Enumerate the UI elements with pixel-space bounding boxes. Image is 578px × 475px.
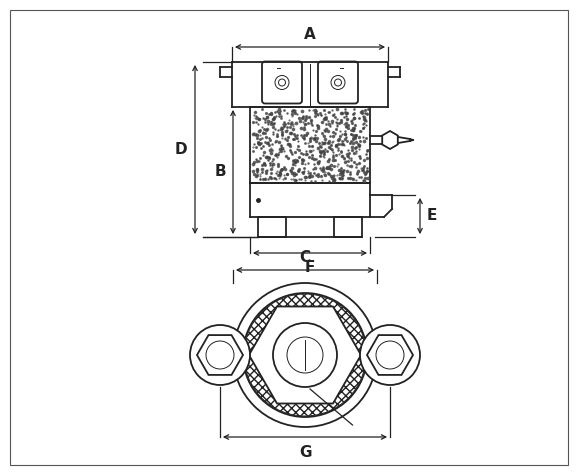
Text: G: G: [299, 445, 311, 460]
Text: D: D: [175, 142, 187, 157]
Text: A: A: [304, 27, 316, 42]
Circle shape: [190, 325, 250, 385]
Circle shape: [244, 294, 366, 416]
Circle shape: [273, 323, 337, 387]
Circle shape: [243, 293, 367, 417]
Bar: [258, 217, 286, 237]
Text: B: B: [214, 164, 226, 180]
Circle shape: [360, 325, 420, 385]
Bar: [334, 217, 362, 237]
Text: F: F: [305, 260, 315, 275]
Text: E: E: [427, 209, 438, 224]
Text: C: C: [299, 250, 310, 265]
